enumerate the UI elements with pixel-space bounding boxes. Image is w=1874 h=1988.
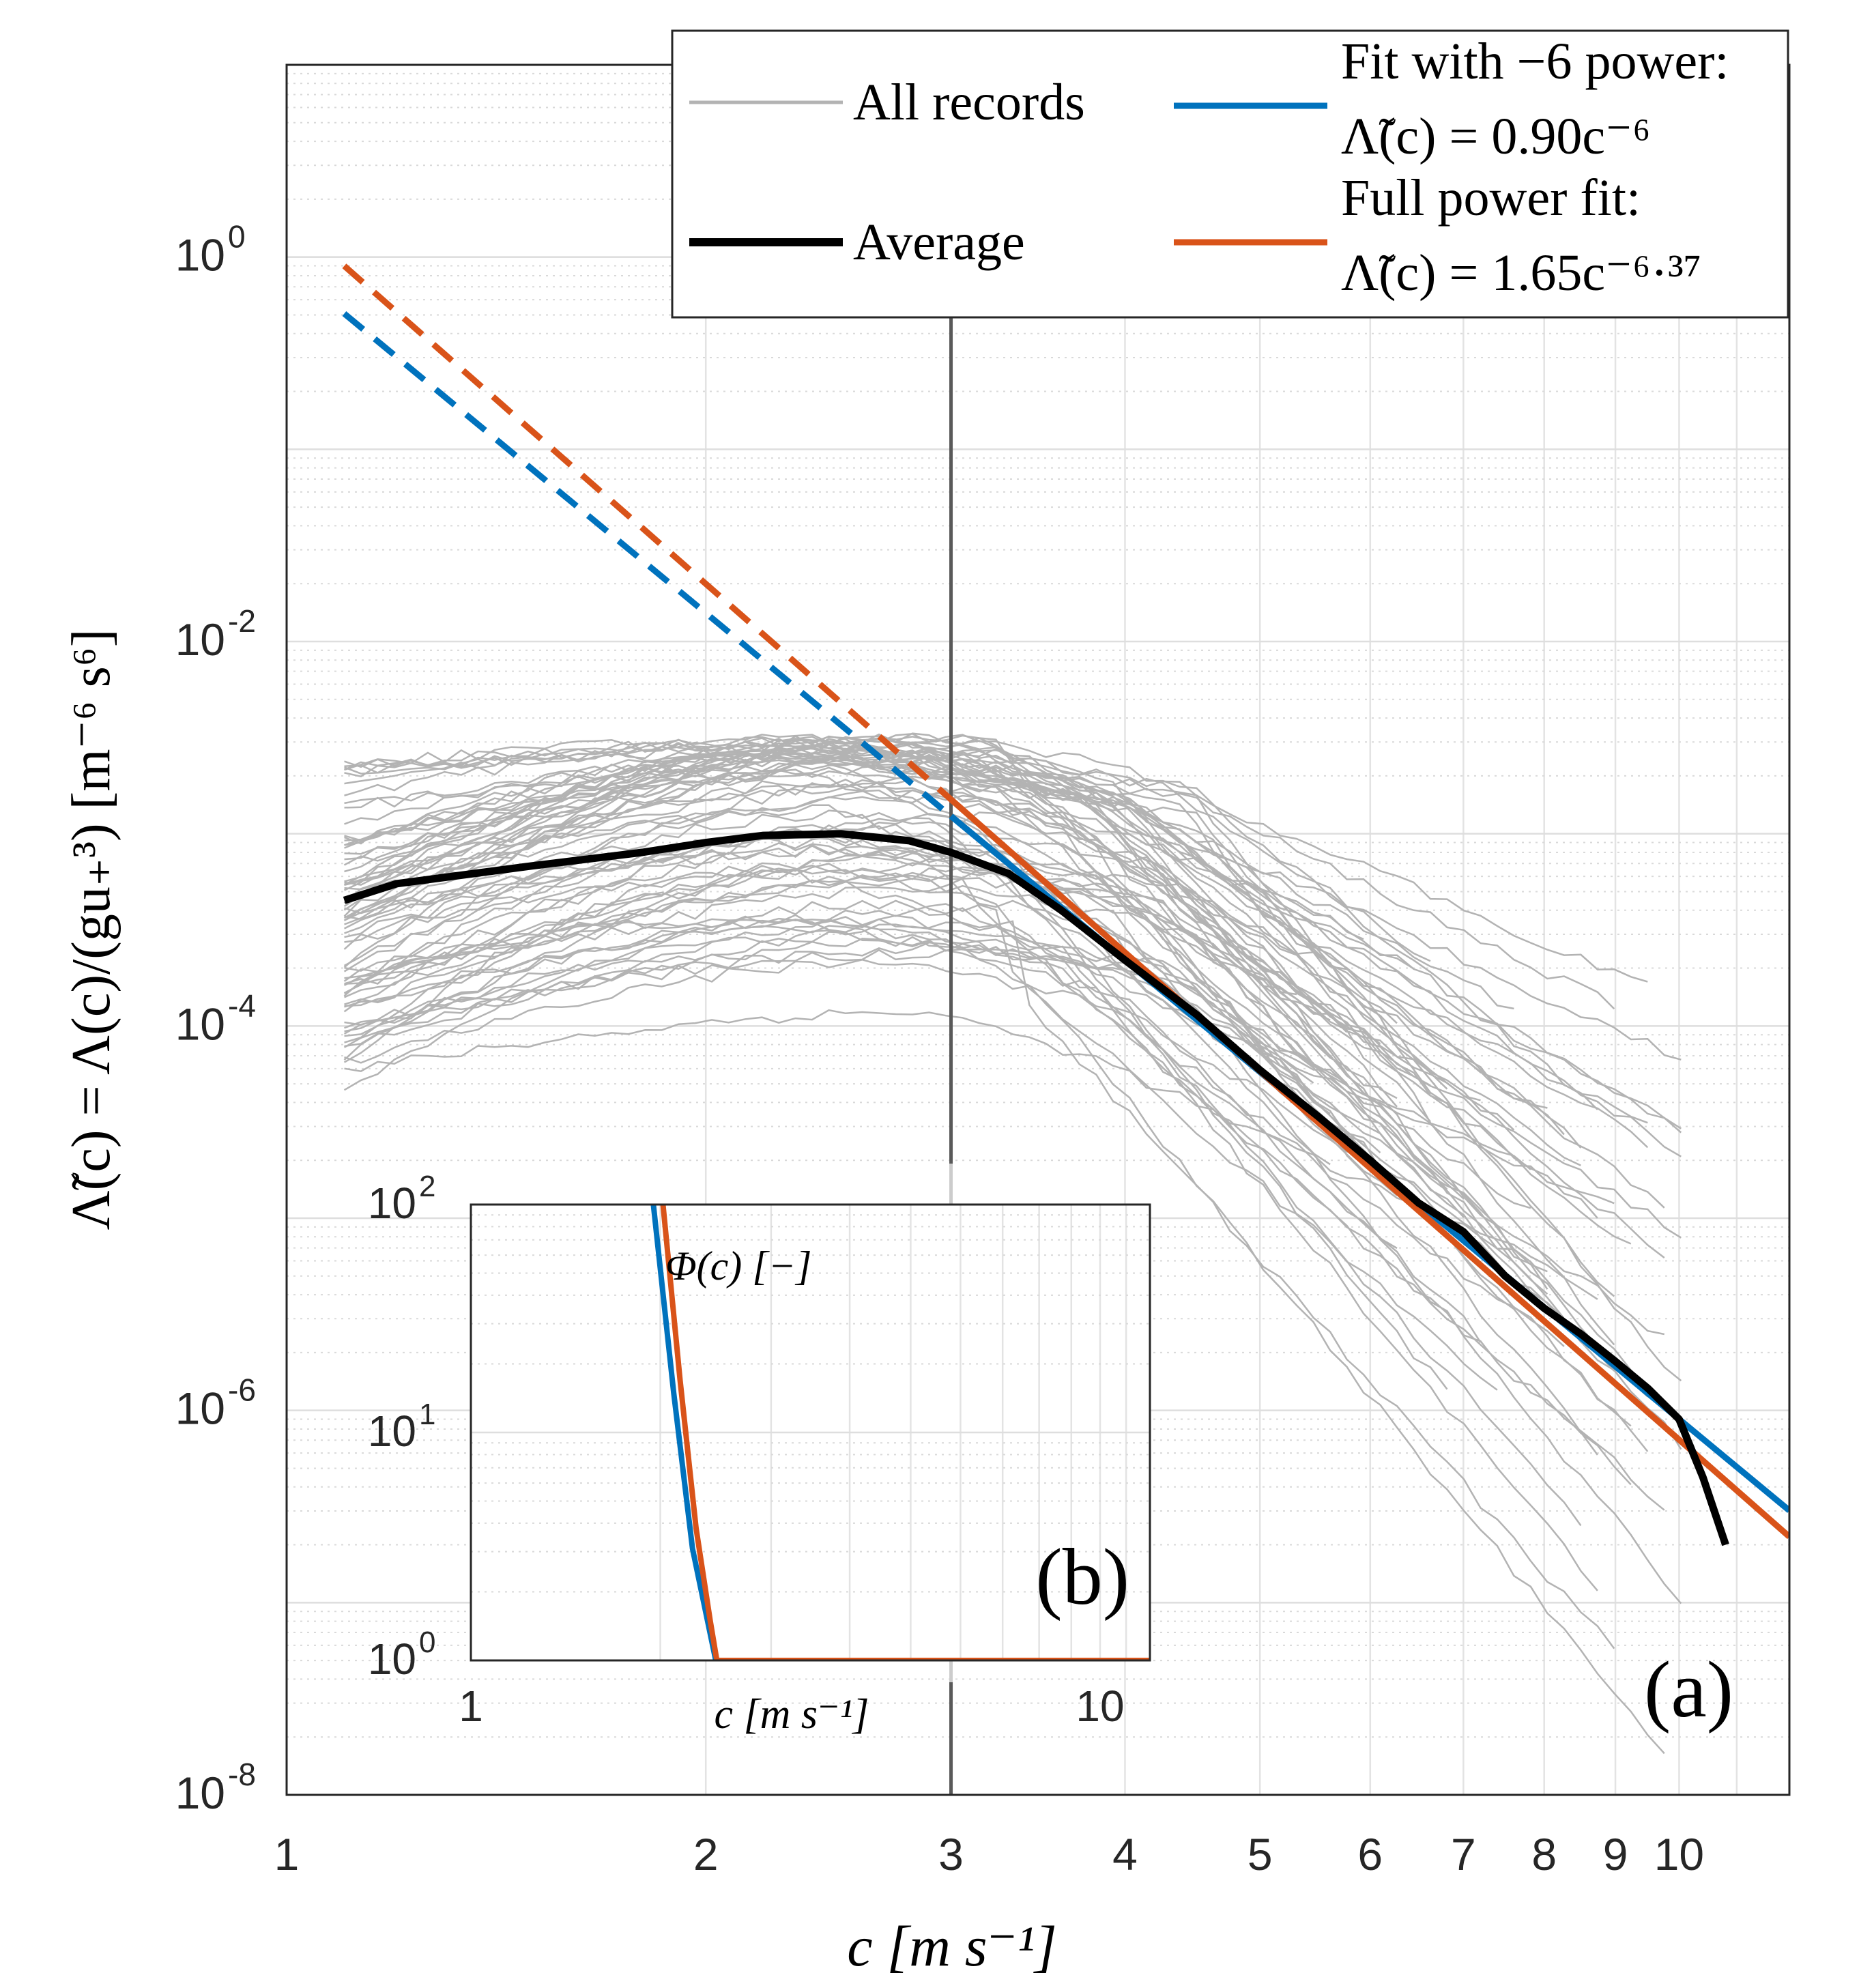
x-tick-labels: 1 2 3 4 5 6 7 8 9 10	[274, 1829, 1705, 1879]
y-tick-exponent: -2	[228, 603, 256, 639]
inset-y-tick-exponent: 0	[419, 1626, 435, 1659]
fit-dashed-line	[342, 311, 953, 819]
record-line	[344, 1009, 1548, 1273]
record-line	[343, 746, 1431, 1123]
x-tick-label: 8	[1531, 1829, 1557, 1879]
x-tick-label: 10	[1654, 1829, 1704, 1879]
x-tick-label: 4	[1112, 1829, 1138, 1879]
record-line	[344, 745, 1682, 1157]
record-line	[343, 899, 1598, 1591]
record-line	[344, 949, 1482, 1343]
legend-label-average: Average	[853, 214, 1025, 271]
y-tick-label: 10	[175, 1768, 225, 1818]
inset-y-tick-exponent: 2	[419, 1170, 435, 1203]
record-line	[343, 735, 1381, 1045]
record-line	[343, 846, 1331, 1063]
x-tick-label: 7	[1451, 1829, 1476, 1879]
x-tick-label: 9	[1603, 1829, 1628, 1879]
record-line	[343, 844, 1515, 1131]
record-line	[344, 918, 1531, 1170]
record-line	[344, 936, 1665, 1755]
record-line	[344, 732, 1398, 1024]
average-polyline	[343, 830, 1729, 1546]
y-tick-label: 10	[175, 998, 225, 1049]
legend-formula-fit-6: Λ̃(c) = 0.90c⁻⁶	[1341, 108, 1651, 165]
record-line	[344, 941, 1665, 1511]
record-line	[343, 830, 1465, 1200]
x-axis-label: c [m s⁻¹]	[847, 1915, 1057, 1978]
inset-series-line	[650, 1205, 719, 1660]
inset-y-tick-label: 10	[368, 1407, 416, 1456]
y-tick-label: 10	[175, 614, 225, 665]
record-line	[343, 931, 1615, 1372]
inset-grid-lines	[471, 1205, 1150, 1660]
inset-series-lines	[650, 1205, 1150, 1660]
legend: All records Average Fit with −6 power: Λ…	[671, 29, 1789, 319]
record-line	[344, 745, 1648, 1124]
legend-label-fit-6: Fit with −6 power:	[1341, 33, 1729, 90]
y-axis-label: Λ̃(c) = Λ(c)/(gu₊³) [m⁻⁶ s⁶]	[61, 629, 121, 1230]
inset-series-line	[660, 1205, 1150, 1660]
record-line	[344, 809, 1581, 1166]
x-tick-label: 1	[274, 1829, 300, 1879]
inset-x-tick-label: 1	[459, 1682, 483, 1731]
fit-solid-line	[949, 797, 1789, 1540]
y-tick-exponent: 0	[228, 219, 246, 255]
inset-x-axis-label: c [m s⁻¹]	[715, 1691, 869, 1738]
y-tick-label: 10	[175, 1383, 225, 1434]
record-line	[344, 738, 1648, 983]
inset-x-tick-label: 10	[1076, 1682, 1124, 1731]
x-tick-label: 5	[1248, 1829, 1273, 1879]
record-line	[343, 804, 1582, 1527]
legend-label-all-records: All records	[853, 74, 1085, 131]
record-line	[344, 733, 1598, 1110]
record-line	[344, 959, 1565, 1347]
y-tick-exponent: -4	[228, 988, 256, 1023]
inset-y-axis-label: Φ(c) [−]	[665, 1243, 811, 1288]
record-line	[343, 869, 1314, 1064]
inset-y-tick-label: 10	[368, 1634, 416, 1684]
record-line	[344, 773, 1448, 1390]
panel-label-a: (a)	[1644, 1645, 1733, 1734]
y-tick-label: 10	[175, 230, 225, 280]
record-line	[344, 903, 1498, 1391]
inset-x-tick-labels: 1 10	[459, 1682, 1124, 1731]
record-line	[344, 747, 1431, 1086]
record-line	[344, 871, 1632, 1486]
record-line	[344, 914, 1331, 1114]
record-line	[344, 740, 1682, 1134]
record-line	[344, 736, 1682, 1382]
panel-label-b: (b)	[1035, 1532, 1129, 1622]
average-line	[343, 830, 1729, 1546]
record-line	[344, 915, 1465, 1218]
record-line	[343, 781, 1682, 1239]
inset-frame	[470, 1203, 1151, 1662]
inset-y-tick-label: 10	[368, 1179, 416, 1228]
y-tick-exponent: -8	[228, 1757, 256, 1792]
legend-label-full-fit: Full power fit:	[1341, 169, 1641, 227]
record-line	[343, 752, 1665, 1209]
fit-dashed-line	[342, 263, 953, 802]
legend-box	[671, 29, 1789, 319]
record-line	[344, 735, 1682, 1129]
legend-formula-full-fit: Λ̃(c) = 1.65c⁻⁶·³⁷	[1341, 244, 1701, 302]
inset-y-tick-exponent: 1	[419, 1398, 435, 1431]
x-tick-label: 2	[693, 1829, 719, 1879]
x-tick-label: 6	[1357, 1829, 1383, 1879]
x-tick-label: 3	[938, 1829, 964, 1879]
record-line	[343, 747, 1565, 1136]
y-tick-exponent: -6	[228, 1372, 256, 1408]
